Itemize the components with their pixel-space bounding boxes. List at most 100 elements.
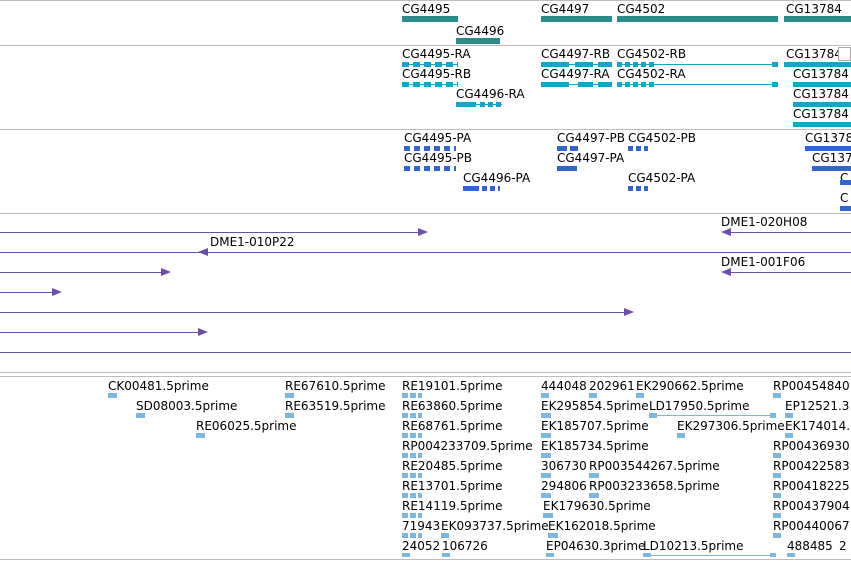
est-feature[interactable] (636, 393, 644, 398)
clone-line[interactable] (724, 232, 851, 233)
est-feature[interactable] (402, 513, 422, 518)
est-label[interactable]: RP003233658.5prime (589, 479, 720, 493)
transcript-feature[interactable] (598, 82, 612, 87)
est-label[interactable]: 71943 (402, 519, 441, 533)
est-label[interactable]: RP00436930 (773, 439, 850, 453)
transcript-label[interactable]: CG4502-RA (617, 67, 686, 81)
est-label[interactable]: RE06025.5prime (196, 419, 297, 433)
est-label[interactable]: EK093737.5prime (441, 519, 549, 533)
est-label[interactable]: RP00422583 (773, 459, 850, 473)
gene-label[interactable]: CG4496 (456, 24, 505, 38)
est-label[interactable]: EK179630.5prime (543, 499, 651, 513)
transcript-label[interactable]: CG13784 (793, 67, 849, 81)
transcript-label[interactable]: CG4497-RA (541, 67, 610, 81)
transcript-feature[interactable] (402, 82, 458, 87)
est-feature[interactable] (402, 413, 422, 418)
protein-label[interactable]: CG137 (812, 151, 851, 165)
est-label[interactable]: RP00440067 (773, 519, 850, 533)
gene-feature[interactable] (541, 16, 612, 22)
protein-label[interactable]: CG4495-PA (404, 131, 472, 145)
est-label[interactable]: RE14119.5prime (402, 499, 503, 513)
est-feature[interactable] (785, 413, 793, 418)
est-feature[interactable] (589, 493, 599, 498)
est-feature[interactable] (770, 553, 776, 557)
est-label[interactable]: EK185734.5prime (541, 439, 649, 453)
gene-feature[interactable] (784, 16, 851, 22)
est-label[interactable]: 106726 (442, 539, 488, 553)
est-label[interactable]: 444048 (541, 379, 587, 393)
est-feature[interactable] (402, 473, 422, 478)
protein-label[interactable]: CG4502-PA (628, 171, 696, 185)
est-feature[interactable] (136, 413, 145, 418)
est-feature[interactable] (787, 553, 795, 557)
protein-feature[interactable] (482, 186, 500, 191)
protein-label[interactable]: C (840, 191, 849, 205)
est-feature[interactable] (773, 493, 781, 498)
protein-label[interactable]: CG4497-PA (557, 151, 625, 165)
est-feature[interactable] (548, 533, 558, 538)
est-feature[interactable] (402, 493, 422, 498)
est-label[interactable]: RP00454840 (773, 379, 850, 393)
est-label[interactable]: LD17950.5prime (649, 399, 750, 413)
est-feature[interactable] (773, 453, 781, 458)
est-feature[interactable] (541, 433, 551, 438)
transcript-label[interactable]: CG4502-RB (617, 47, 687, 61)
transcript-feature[interactable] (541, 82, 569, 87)
est-feature[interactable] (643, 553, 651, 557)
est-feature[interactable] (108, 393, 117, 398)
est-feature[interactable] (785, 433, 793, 438)
est-feature[interactable] (770, 413, 776, 418)
transcript-label[interactable]: CG13784- (786, 47, 847, 61)
protein-feature[interactable] (463, 186, 479, 191)
est-label[interactable]: EK174014. (785, 419, 851, 433)
est-feature[interactable] (402, 393, 422, 398)
transcript-feature[interactable] (772, 82, 778, 87)
est-feature[interactable] (546, 553, 554, 557)
est-label[interactable]: RE19101.5prime (402, 379, 503, 393)
gene-label[interactable]: CG4497 (541, 2, 590, 16)
est-label[interactable]: RP00437904 (773, 499, 850, 513)
clone-line[interactable] (0, 252, 851, 253)
transcript-feature[interactable] (578, 82, 593, 87)
clone-line[interactable] (0, 332, 204, 333)
est-feature[interactable] (589, 473, 599, 478)
protein-label[interactable]: CG4497-PB (557, 131, 626, 145)
transcript-label[interactable]: CG13784 (793, 87, 849, 101)
est-label[interactable]: SD08003.5prime (136, 399, 238, 413)
est-feature[interactable] (773, 473, 781, 478)
transcript-feature[interactable] (617, 82, 657, 87)
clone-line[interactable] (0, 232, 424, 233)
protein-feature[interactable] (628, 146, 648, 151)
gene-label[interactable]: CG13784 (786, 2, 842, 16)
est-label[interactable]: LD10213.5prime (643, 539, 744, 553)
est-feature[interactable] (677, 433, 685, 438)
est-label[interactable]: RE63860.5prime (402, 399, 503, 413)
est-label[interactable]: 294806 (541, 479, 587, 493)
est-label[interactable]: CK00481.5prime (108, 379, 209, 393)
transcript-feature[interactable] (456, 102, 476, 107)
est-feature[interactable] (196, 433, 205, 438)
est-label[interactable]: EK290662.5prime (636, 379, 744, 393)
transcript-feature[interactable] (402, 62, 458, 67)
protein-feature[interactable] (628, 186, 648, 191)
est-feature[interactable] (541, 473, 551, 478)
est-label[interactable]: EK297306.5prime (677, 419, 785, 433)
protein-label[interactable]: CG1378 (805, 131, 851, 145)
est-feature[interactable] (773, 513, 781, 518)
clone-label[interactable]: DME1-001F06 (721, 255, 806, 269)
transcript-feature[interactable] (617, 62, 657, 67)
est-feature[interactable] (442, 553, 450, 557)
est-label[interactable]: 202961 (589, 379, 635, 393)
est-feature[interactable] (589, 393, 597, 398)
clone-line[interactable] (0, 352, 851, 353)
est-label[interactable]: EK185707.5prime (541, 419, 649, 433)
est-feature[interactable] (543, 513, 553, 518)
est-label[interactable]: RP004233709.5prime (402, 439, 533, 453)
gene-feature[interactable] (402, 16, 458, 22)
protein-label[interactable]: CG4495-PB (404, 151, 473, 165)
est-label[interactable]: EK162018.5prime (548, 519, 656, 533)
protein-label[interactable]: CG4502-PB (628, 131, 697, 145)
transcript-feature[interactable] (793, 82, 851, 87)
est-feature[interactable] (773, 393, 781, 398)
